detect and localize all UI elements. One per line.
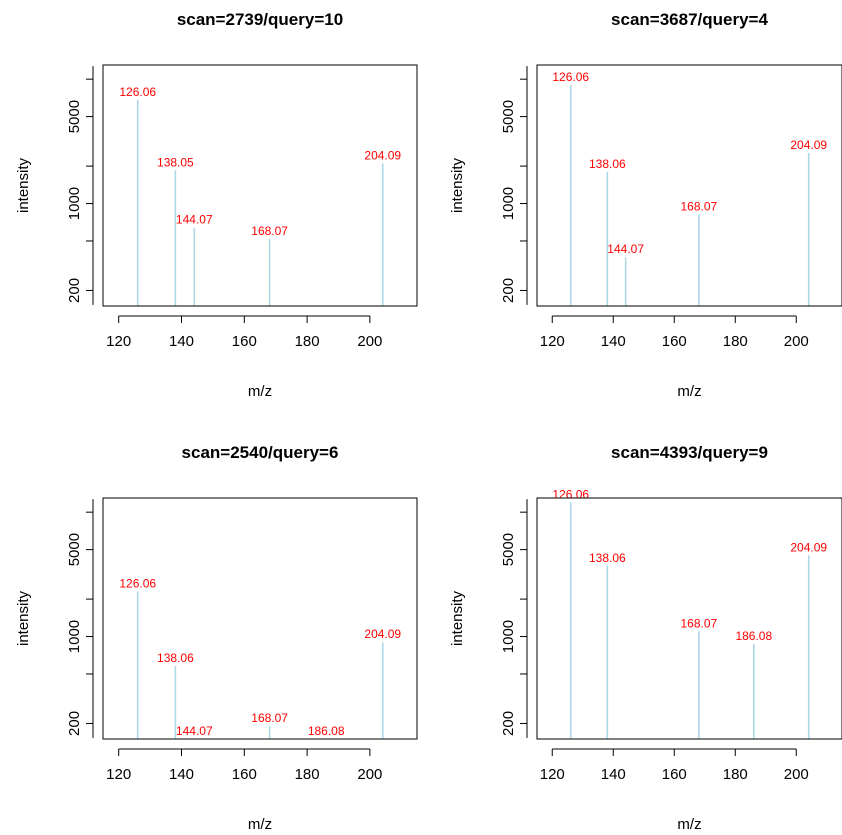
y-axis-label: intensity: [15, 590, 32, 646]
x-tick-label: 200: [784, 766, 809, 783]
x-tick-label: 160: [662, 333, 687, 350]
x-tick-label: 120: [540, 333, 565, 350]
chart-panel: scan=4393/query=9 m/z intensity 126.06 138.0…: [449, 443, 842, 833]
peak-label: 126.06: [119, 577, 156, 591]
peak-label: 168.07: [251, 711, 288, 725]
x-tick-label: 160: [232, 333, 257, 350]
x-axis-label: m/z: [677, 816, 701, 833]
x-tick-label: 120: [106, 766, 131, 783]
y-axis-label: intensity: [449, 590, 466, 646]
peak-label: 204.09: [790, 138, 827, 152]
peak-label: 138.06: [589, 551, 626, 565]
peak-label: 204.09: [790, 540, 827, 554]
peak-label: 186.08: [308, 724, 345, 738]
x-tick-label: 200: [357, 766, 382, 783]
x-tick-label: 160: [232, 766, 257, 783]
peak-label: 138.06: [589, 157, 626, 171]
x-tick-label: 120: [540, 766, 565, 783]
y-tick-label: 200: [500, 711, 517, 736]
chart-panel: scan=2540/query=6 m/z intensity 126.06 138.0…: [15, 443, 418, 833]
x-axis-label: m/z: [248, 816, 272, 833]
plot-frame: [102, 64, 418, 307]
chart-title: scan=2540/query=6: [182, 443, 339, 462]
peak-label: 138.05: [157, 155, 194, 169]
x-tick-label: 140: [601, 333, 626, 350]
peak-label: 186.08: [735, 629, 772, 643]
y-tick-label: 1000: [66, 620, 83, 653]
chart-panel: scan=3687/query=4 m/z intensity 126.06 138.0…: [449, 10, 842, 400]
y-tick-label: 1000: [500, 187, 517, 220]
y-tick-label: 5000: [500, 100, 517, 133]
y-tick-label: 200: [66, 278, 83, 303]
peak-label: 168.07: [681, 616, 718, 630]
chart-title: scan=3687/query=4: [611, 10, 768, 29]
x-axis-label: m/z: [248, 383, 272, 400]
peak-label: 144.07: [176, 724, 213, 738]
plot-frame: [536, 64, 842, 307]
chart-panel: scan=2739/query=10 m/z intensity 126.06 138.…: [15, 10, 418, 400]
peak-label: 126.06: [552, 487, 589, 501]
x-tick-label: 180: [295, 333, 320, 350]
plot-frame: [102, 497, 418, 740]
peak-label: 126.06: [552, 70, 589, 84]
y-tick-label: 1000: [500, 620, 517, 653]
x-tick-label: 140: [601, 766, 626, 783]
peak-label: 138.06: [157, 651, 194, 665]
peak-label: 204.09: [364, 627, 401, 641]
y-tick-label: 5000: [500, 533, 517, 566]
y-axis-label: intensity: [449, 157, 466, 213]
y-axis-label: intensity: [15, 157, 32, 213]
x-tick-label: 200: [357, 333, 382, 350]
x-tick-label: 180: [723, 333, 748, 350]
x-tick-label: 120: [106, 333, 131, 350]
x-tick-label: 140: [169, 333, 194, 350]
y-tick-label: 200: [500, 278, 517, 303]
x-axis-label: m/z: [677, 383, 701, 400]
peak-label: 144.07: [176, 213, 213, 227]
y-tick-label: 200: [66, 711, 83, 736]
plot-frame: [536, 497, 842, 740]
x-tick-label: 180: [723, 766, 748, 783]
peak-label: 144.07: [607, 242, 644, 256]
peak-label: 126.06: [119, 85, 156, 99]
x-tick-label: 160: [662, 766, 687, 783]
chart-title: scan=2739/query=10: [177, 10, 343, 29]
peak-label: 168.07: [681, 199, 718, 213]
peak-label: 204.09: [364, 148, 401, 162]
peak-label: 168.07: [251, 224, 288, 238]
x-tick-label: 180: [295, 766, 320, 783]
chart-title: scan=4393/query=9: [611, 443, 768, 462]
x-tick-label: 200: [784, 333, 809, 350]
x-tick-label: 140: [169, 766, 194, 783]
y-tick-label: 5000: [66, 100, 83, 133]
y-tick-label: 5000: [66, 533, 83, 566]
y-tick-label: 1000: [66, 187, 83, 220]
